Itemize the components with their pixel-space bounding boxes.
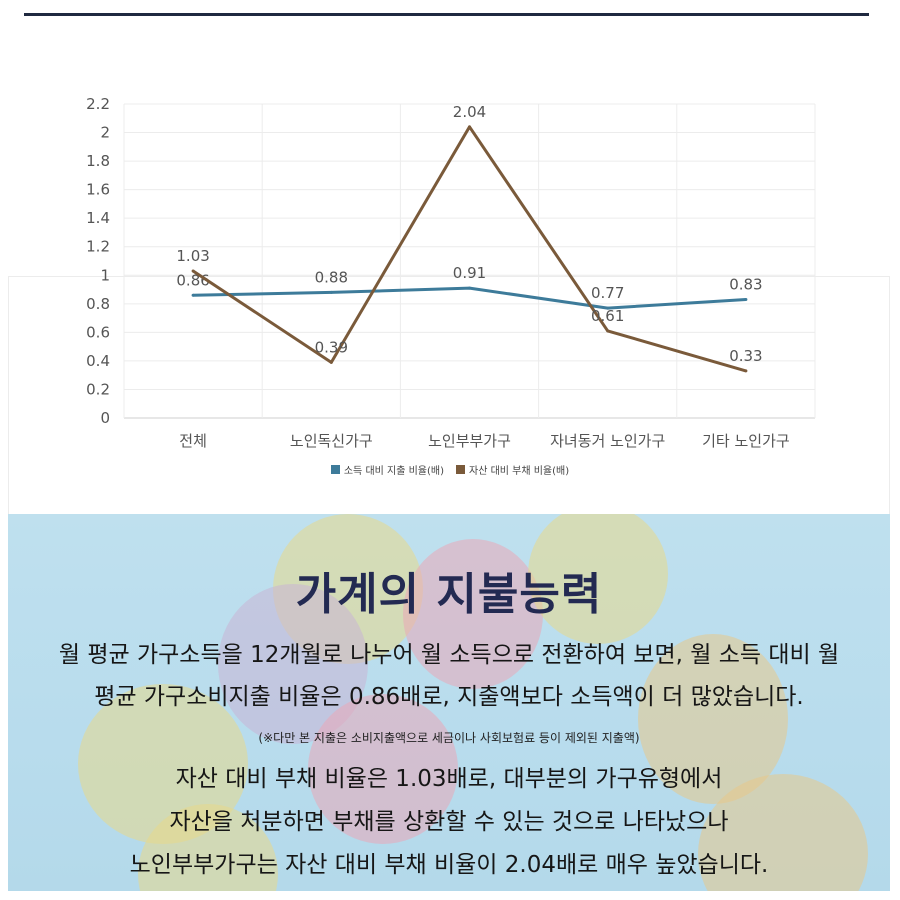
balloon-decoration (698, 774, 868, 891)
x-tick-label: 노인독신가구 (290, 432, 373, 450)
y-tick-label: 0.2 (86, 380, 110, 398)
top-divider (24, 13, 869, 16)
data-point (606, 329, 610, 333)
y-tick-label: 1.8 (86, 152, 110, 170)
legend-label-expense: 소득 대비 지출 비율(배) (343, 466, 444, 477)
paragraph-line: 평균 가구소비지출 비율은 0.86배로, 지출액보다 소득액이 더 많았습니다… (94, 684, 804, 710)
data-label: 0.88 (315, 268, 348, 286)
data-label: 0.61 (591, 307, 624, 325)
legend-item-expense-ratio: 소득 대비 지출 비율(배) (330, 462, 444, 477)
y-tick-label: 0.4 (86, 352, 110, 370)
data-label: 2.04 (453, 103, 486, 121)
y-tick-label: 0.6 (86, 323, 110, 341)
data-point (468, 286, 471, 290)
paragraph-income-expense: 월 평균 가구소득을 12개월로 나누어 월 소득으로 전환하여 보면, 월 소… (8, 634, 890, 718)
y-tick-label: 1.6 (86, 181, 110, 199)
data-point (329, 290, 333, 294)
data-label: 0.91 (453, 264, 486, 282)
balloon-decoration (308, 694, 458, 844)
legend-item-debt-ratio: 자산 대비 부채 비율(배) (456, 462, 569, 477)
data-point (744, 369, 748, 373)
data-label: 0.83 (729, 276, 762, 294)
y-tick-label: 1.2 (86, 238, 110, 256)
info-text-block: 가계의 지불능력 월 평균 가구소득을 12개월로 나누어 월 소득으로 전환하… (8, 514, 890, 891)
data-point (744, 298, 748, 302)
line-chart: 0 0.2 0.4 0.6 0.8 1 1.2 1.4 1.6 1.8 2 2.2 전체 노인독신가구 노인… (86, 95, 816, 450)
y-tick-label: 2.2 (86, 95, 110, 113)
y-tick-label: 1.4 (86, 209, 110, 227)
data-point (468, 125, 471, 129)
series-line-1 (193, 286, 746, 310)
info-panel: 가계의 지불능력 월 평균 가구소득을 12개월로 나누어 월 소득으로 전환하… (8, 514, 890, 891)
x-tick-label: 노인부부가구 (428, 432, 511, 450)
y-tick-label: 1 (100, 266, 110, 284)
series-line-2 (192, 125, 747, 373)
footnote: (※다만 본 지출은 소비지출액으로 세금이나 사회보험료 등이 제외된 지출액… (258, 731, 640, 745)
y-tick-label: 0.8 (86, 295, 110, 313)
data-point (191, 293, 195, 297)
chart-legend: 소득 대비 지출 비율(배) 자산 대비 부채 비율(배) (0, 462, 900, 477)
legend-swatch-debt (456, 465, 465, 474)
balloon-decoration (528, 514, 668, 644)
paragraph-line: 자산을 처분하면 부채를 상환할 수 있는 것으로 나타났으나 (169, 809, 729, 835)
chart-panel-frame (8, 276, 890, 514)
data-point (329, 360, 333, 364)
x-tick-label: 자녀동거 노인가구 (550, 432, 665, 450)
legend-label-debt: 자산 대비 부채 비율(배) (469, 466, 570, 477)
x-tick-label: 기타 노인가구 (702, 432, 790, 450)
data-label: 0.77 (591, 284, 624, 302)
data-label: 0.33 (729, 347, 762, 365)
y-tick-label: 0 (100, 409, 110, 427)
y-tick-label: 2 (100, 124, 110, 142)
legend-swatch-expense (330, 465, 340, 474)
data-point (191, 269, 195, 273)
paragraph-asset-debt: 자산 대비 부채 비율은 1.03배로, 대부분의 가구유형에서 자산을 처분하… (8, 758, 890, 887)
balloon-decoration (403, 539, 543, 689)
paragraph-line: 월 평균 가구소득을 12개월로 나누어 월 소득으로 전환하여 보면, 월 소… (58, 642, 840, 668)
data-label: 1.03 (176, 247, 209, 265)
headline: 가계의 지불능력 (295, 569, 603, 620)
data-point (606, 306, 610, 310)
data-label: 0.39 (315, 338, 348, 356)
paragraph-line: 노인부부가구는 자산 대비 부채 비율이 2.04배로 매우 높았습니다. (129, 852, 769, 878)
paragraph-line: 자산 대비 부채 비율은 1.03배로, 대부분의 가구유형에서 (175, 766, 723, 792)
x-tick-label: 전체 (179, 432, 207, 450)
